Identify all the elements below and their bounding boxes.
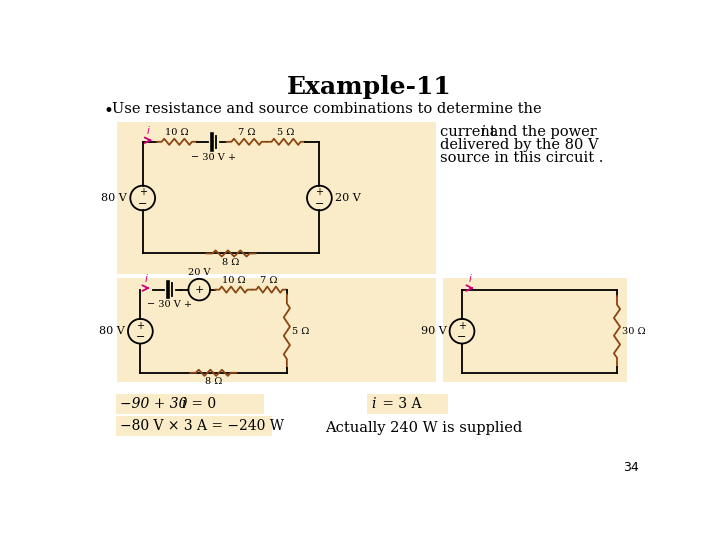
Text: 34: 34 (623, 462, 639, 475)
Text: −80 V × 3 A = −240 W: −80 V × 3 A = −240 W (120, 419, 284, 433)
Text: 5 Ω: 5 Ω (277, 128, 294, 137)
FancyBboxPatch shape (117, 278, 436, 382)
Text: −: − (135, 332, 145, 342)
Text: = 0: = 0 (187, 397, 216, 411)
Text: source in this circuit .: source in this circuit . (441, 151, 603, 165)
FancyBboxPatch shape (116, 394, 264, 414)
Text: current: current (441, 125, 500, 139)
Text: i: i (468, 274, 471, 284)
Text: and the power: and the power (485, 125, 597, 139)
FancyBboxPatch shape (443, 278, 627, 382)
Text: −: − (315, 199, 324, 208)
Text: 5 Ω: 5 Ω (292, 327, 310, 336)
Text: −: − (457, 332, 467, 342)
Text: −: − (138, 199, 148, 208)
Text: i: i (481, 125, 485, 139)
Text: +: + (139, 187, 147, 198)
Text: − 30 V +: − 30 V + (148, 300, 192, 309)
Text: 8 Ω: 8 Ω (204, 377, 222, 387)
Text: 10 Ω: 10 Ω (165, 128, 189, 137)
Text: i: i (144, 274, 147, 284)
Text: i: i (372, 397, 376, 411)
Text: 80 V: 80 V (99, 326, 125, 336)
Text: +: + (458, 321, 466, 330)
Text: 20 V: 20 V (188, 267, 210, 276)
Text: −90 + 30: −90 + 30 (120, 397, 191, 411)
Text: Use resistance and source combinations to determine the: Use resistance and source combinations t… (112, 102, 541, 116)
Text: 10 Ω: 10 Ω (222, 276, 246, 285)
Text: Actually 240 W is supplied: Actually 240 W is supplied (325, 421, 522, 435)
Text: Example-11: Example-11 (287, 75, 451, 99)
Text: •: • (104, 102, 114, 120)
Text: 20 V: 20 V (335, 193, 361, 203)
Text: 8 Ω: 8 Ω (222, 258, 240, 267)
Text: +: + (136, 321, 145, 330)
Text: +: + (315, 187, 323, 198)
Text: 80 V: 80 V (102, 193, 127, 203)
FancyBboxPatch shape (367, 394, 448, 414)
Text: 90 V: 90 V (420, 326, 446, 336)
Text: = 3 A: = 3 A (377, 397, 421, 411)
Text: 7 Ω: 7 Ω (238, 128, 256, 137)
Text: i: i (147, 126, 150, 137)
Text: i: i (181, 397, 186, 411)
Text: delivered by the 80 V: delivered by the 80 V (441, 138, 599, 152)
Text: 30 Ω: 30 Ω (622, 327, 646, 336)
FancyBboxPatch shape (116, 416, 272, 436)
FancyBboxPatch shape (117, 122, 436, 274)
Text: 7 Ω: 7 Ω (260, 276, 278, 285)
Text: − 30 V +: − 30 V + (192, 153, 237, 161)
Text: +: + (194, 285, 204, 295)
